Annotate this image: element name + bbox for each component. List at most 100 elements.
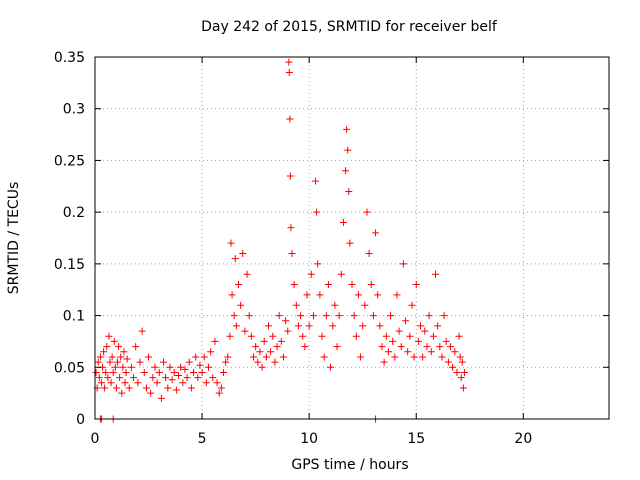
data-point — [134, 379, 142, 387]
data-point — [258, 363, 266, 371]
data-point — [344, 146, 352, 154]
data-point — [185, 358, 193, 366]
data-point — [231, 255, 239, 263]
data-point — [115, 343, 123, 351]
data-point — [254, 358, 262, 366]
data-point — [294, 322, 302, 330]
data-point — [97, 379, 105, 387]
data-point — [303, 291, 311, 299]
data-point — [249, 353, 257, 361]
data-point — [314, 260, 322, 268]
y-tick-label: 0 — [76, 412, 85, 428]
data-point — [434, 322, 442, 330]
data-point — [348, 281, 356, 289]
y-tick-label: 0.25 — [54, 153, 85, 169]
data-point — [367, 281, 375, 289]
data-point — [211, 337, 219, 345]
data-point — [202, 379, 210, 387]
data-point — [215, 389, 223, 397]
grid — [95, 57, 609, 419]
data-point — [96, 353, 104, 361]
data-point — [444, 358, 452, 366]
data-point — [110, 337, 118, 345]
data-point — [406, 332, 414, 340]
data-point — [162, 374, 170, 382]
y-tick-label: 0.2 — [63, 205, 85, 221]
data-point — [232, 322, 240, 330]
data-point — [312, 177, 320, 185]
y-tick-label: 0.05 — [54, 360, 85, 376]
data-point — [299, 332, 307, 340]
data-point — [125, 384, 133, 392]
y-tick-label: 0.3 — [63, 102, 85, 118]
data-point — [224, 353, 232, 361]
data-point — [168, 376, 176, 384]
data-point — [177, 363, 185, 371]
data-point — [440, 312, 448, 320]
data-point — [331, 301, 339, 309]
data-point — [132, 343, 140, 351]
data-point — [222, 358, 230, 366]
data-point — [324, 281, 332, 289]
data-point — [205, 363, 213, 371]
data-point — [387, 312, 395, 320]
data-point — [342, 167, 350, 175]
data-point — [337, 270, 345, 278]
data-point — [456, 353, 464, 361]
data-point — [140, 368, 148, 376]
data-point — [181, 365, 189, 373]
data-point — [421, 327, 429, 335]
data-point — [256, 348, 264, 356]
data-points — [92, 58, 468, 423]
data-point — [297, 312, 305, 320]
data-point — [436, 343, 444, 351]
data-point — [382, 332, 390, 340]
data-point — [369, 312, 377, 320]
data-point — [307, 270, 315, 278]
data-point — [372, 229, 380, 237]
data-point — [118, 389, 126, 397]
x-tick-label: 10 — [300, 431, 318, 447]
data-point — [335, 312, 343, 320]
data-point — [151, 363, 159, 371]
data-point — [166, 363, 174, 371]
data-point — [241, 327, 249, 335]
data-point — [138, 327, 146, 335]
data-point — [192, 353, 200, 361]
data-point — [447, 343, 455, 351]
data-point — [157, 394, 165, 402]
data-point — [361, 301, 369, 309]
data-point — [230, 312, 238, 320]
data-point — [105, 332, 113, 340]
data-point — [408, 301, 416, 309]
data-point — [286, 172, 294, 180]
data-point — [245, 312, 253, 320]
data-point — [346, 239, 354, 247]
data-point — [284, 327, 292, 335]
chart-title: Day 242 of 2015, SRMTID for receiver bel… — [201, 19, 498, 35]
data-point — [106, 358, 114, 366]
data-point — [220, 368, 227, 376]
data-point — [395, 327, 403, 335]
data-point — [393, 291, 401, 299]
data-point — [320, 353, 328, 361]
data-point — [438, 353, 446, 361]
y-tick-label: 0.35 — [54, 50, 85, 66]
y-tick-label: 0.1 — [63, 309, 85, 325]
data-point — [339, 218, 347, 226]
data-point — [226, 332, 234, 340]
data-point — [209, 374, 217, 382]
data-point — [101, 384, 109, 392]
data-point — [145, 353, 153, 361]
data-point — [412, 281, 420, 289]
data-point — [113, 358, 121, 366]
data-point — [290, 281, 298, 289]
data-point — [123, 355, 131, 363]
x-tick-label: 0 — [91, 431, 100, 447]
data-point — [160, 358, 168, 366]
data-point — [442, 337, 450, 345]
data-point — [237, 301, 245, 309]
data-point — [260, 337, 268, 345]
y-axis-label: SRMTID / TECUs — [6, 182, 22, 295]
